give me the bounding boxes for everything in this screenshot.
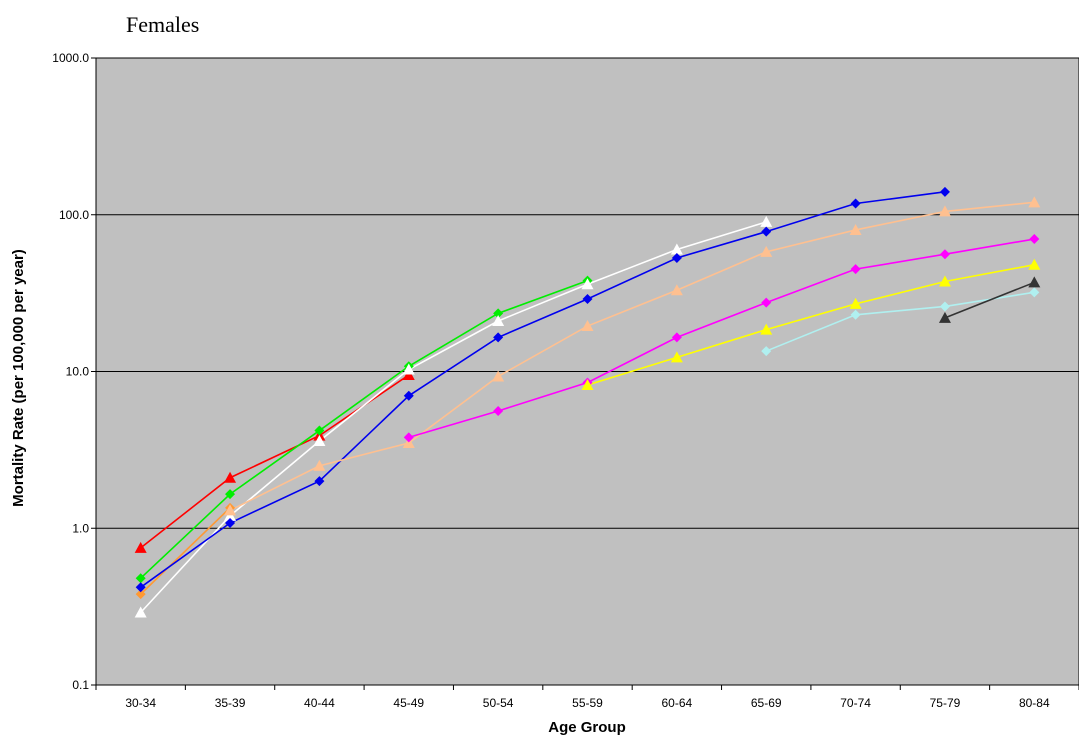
series-5-point <box>314 476 325 487</box>
series-3-point <box>135 573 146 584</box>
series-7-point <box>1029 234 1040 245</box>
series-5-line <box>140 191 946 588</box>
series-6-point <box>760 245 773 257</box>
y-tick-label: 1000.0 <box>52 51 89 65</box>
series-4-point <box>313 435 326 447</box>
x-tick-label: 80-84 <box>1019 696 1050 710</box>
series-5-point <box>761 226 772 237</box>
series-2-line <box>140 507 231 595</box>
series-7-line <box>408 238 1035 439</box>
y-axis-ticks: 0.1 1.0 10.0 100.0 1000.0 <box>52 51 96 692</box>
y-tick-label: 1.0 <box>72 521 89 535</box>
x-tick-label: 70-74 <box>840 696 871 710</box>
series-5-point <box>939 186 950 197</box>
gridlines <box>96 214 1079 529</box>
x-tick-label: 45-49 <box>393 696 424 710</box>
series-9-point <box>761 346 772 357</box>
series-6-line <box>229 201 1035 512</box>
series-6-point <box>402 436 415 448</box>
series-3-point <box>493 308 504 319</box>
series-8-line <box>587 263 1035 386</box>
series-6-point <box>492 370 505 382</box>
y-tick-label: 0.1 <box>72 678 89 692</box>
series-5-point <box>225 518 236 529</box>
series-5-point <box>582 294 593 305</box>
series-4-point <box>402 363 415 375</box>
series-5-point <box>493 332 504 343</box>
chart-title: Females <box>126 12 199 37</box>
series-8-point <box>581 379 594 391</box>
series-10-line <box>944 281 1035 319</box>
series-7-point <box>403 432 414 443</box>
series-markers <box>134 186 1041 618</box>
x-tick-label: 60-64 <box>662 696 693 710</box>
series-9-point <box>850 309 861 320</box>
series-6-point <box>849 223 862 235</box>
series-8-point <box>670 351 683 363</box>
x-tick-label: 35-39 <box>215 696 246 710</box>
series-6-point <box>938 205 951 217</box>
series-6-point <box>581 320 594 332</box>
series-6-point <box>670 284 683 296</box>
series-1-point <box>224 471 237 483</box>
series-7-point <box>493 405 504 416</box>
series-10-point <box>1028 276 1041 288</box>
series-5-point <box>850 198 861 209</box>
series-4-point <box>670 243 683 255</box>
series-6-point <box>313 459 326 471</box>
x-tick-label: 55-59 <box>572 696 603 710</box>
series-3-point <box>225 489 236 500</box>
y-tick-label: 10.0 <box>66 365 90 379</box>
series-3-point <box>314 425 325 436</box>
series-5-point <box>403 390 414 401</box>
series-5-point <box>671 252 682 263</box>
series-3-line <box>140 279 588 579</box>
series-7-point <box>850 264 861 275</box>
series-10-point <box>938 311 951 323</box>
series-7-point <box>671 332 682 343</box>
series-1-point <box>402 368 415 380</box>
x-tick-label: 75-79 <box>930 696 961 710</box>
x-tick-label: 65-69 <box>751 696 782 710</box>
series-5-point <box>135 582 146 593</box>
series-7-point <box>939 249 950 260</box>
series-lines <box>140 191 1035 614</box>
x-axis-title: Age Group <box>548 719 626 736</box>
series-1-point <box>134 541 147 553</box>
series-2-point <box>135 589 146 600</box>
x-tick-label: 30-34 <box>125 696 156 710</box>
series-8-point <box>1028 258 1041 270</box>
series-8-point <box>760 323 773 335</box>
x-tick-label: 50-54 <box>483 696 514 710</box>
series-8-point <box>849 297 862 309</box>
x-tick-label: 40-44 <box>304 696 335 710</box>
series-4-point <box>492 314 505 326</box>
series-9-point <box>939 301 950 312</box>
series-8-point <box>938 275 951 287</box>
series-4-point <box>134 606 147 618</box>
x-axis-ticks: 30-34 35-39 40-44 45-49 50-54 55-59 60-64 65-69… <box>95 685 1079 710</box>
y-tick-label: 100.0 <box>59 208 89 222</box>
series-6-point <box>224 504 237 516</box>
series-6-point <box>1028 196 1041 208</box>
series-4-point <box>760 215 773 227</box>
y-axis-title: Mortality Rate (per 100,000 per year) <box>10 249 27 507</box>
series-9-point <box>1029 287 1040 298</box>
series-7-point <box>761 297 772 308</box>
series-4-point <box>581 278 594 290</box>
